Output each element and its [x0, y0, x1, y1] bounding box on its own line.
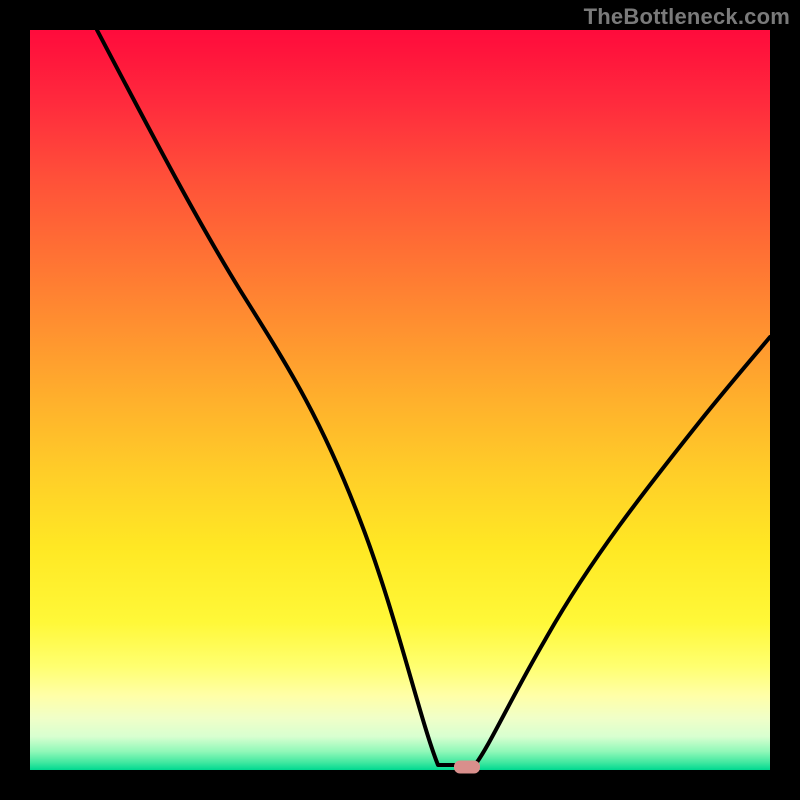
- plot-area: [30, 30, 770, 770]
- optimum-marker: [454, 761, 480, 774]
- chart-frame: TheBottleneck.com: [0, 0, 800, 800]
- watermark-text: TheBottleneck.com: [584, 4, 790, 30]
- bottleneck-chart-svg: [0, 0, 800, 800]
